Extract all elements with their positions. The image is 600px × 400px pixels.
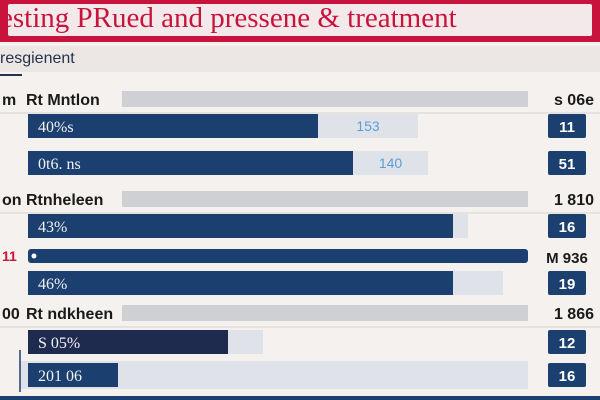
bar [28, 363, 118, 387]
badge-value: 19 [559, 276, 576, 293]
bar-secondary [453, 214, 468, 238]
title-banner [0, 0, 600, 42]
bar [28, 249, 528, 263]
group-prefix: on [2, 192, 22, 209]
badge-value: 12 [559, 335, 576, 352]
group-track [122, 91, 528, 107]
value-badge [548, 151, 586, 175]
group-value: s 06e [554, 92, 594, 109]
chart-subtitle: resgienent [0, 50, 75, 67]
value-badge [548, 330, 586, 354]
highlight-dot [31, 253, 37, 259]
chart-title: esting PRued and pressene & treatment [0, 2, 457, 34]
bar-secondary [453, 271, 503, 295]
subtitle-rule [0, 74, 22, 76]
value-badge [548, 363, 586, 387]
bar-label: 46% [38, 276, 67, 293]
group-label: Rt Mntlon [26, 92, 100, 109]
bar-label: S 05% [38, 335, 80, 352]
group-label: Rt ndkheen [26, 306, 113, 323]
badge-value: 51 [559, 156, 576, 173]
bar-label: 43% [38, 219, 67, 236]
badge-value: M 936 [546, 250, 588, 267]
bar [28, 114, 318, 138]
bar [28, 330, 228, 354]
group-track [122, 305, 528, 321]
badge-value: 11 [559, 119, 575, 136]
group-prefix: m [2, 92, 16, 109]
group-value: 1 866 [554, 306, 594, 323]
value-badge [548, 114, 586, 138]
bar-label: 201 06 [38, 368, 82, 385]
value-badge [548, 271, 586, 295]
bar-prefix: 11 [2, 248, 17, 264]
bar [28, 271, 453, 295]
bar-label: 40%s [38, 119, 74, 136]
title-banner-panel [8, 4, 592, 36]
bar-secondary-label: 140 [379, 155, 403, 171]
group-value: 1 810 [554, 192, 594, 209]
badge-value: 16 [559, 219, 576, 236]
badge-value: 16 [559, 368, 576, 385]
bottom-rule [0, 396, 600, 400]
bar-secondary-label: 153 [356, 118, 380, 134]
bar-secondary [228, 330, 263, 354]
subtitle-band [0, 46, 600, 72]
bar-label: 0t6. ns [38, 156, 81, 173]
value-badge [548, 214, 586, 238]
group-track [122, 191, 528, 207]
bar [28, 214, 453, 238]
bar [28, 151, 353, 175]
bar-secondary [318, 114, 418, 138]
group-prefix: 00 [2, 306, 20, 323]
group-label: Rtnheleen [26, 192, 103, 209]
bar-secondary [353, 151, 428, 175]
